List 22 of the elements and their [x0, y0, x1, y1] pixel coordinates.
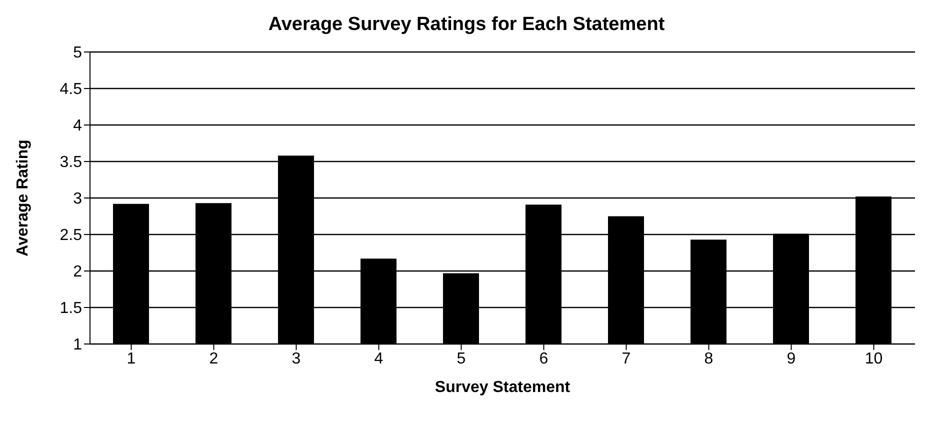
chart-title: Average Survey Ratings for Each Statement: [267, 14, 666, 37]
x-tick-label: 9: [786, 350, 796, 368]
x-tick-label: 6: [539, 350, 548, 368]
x-axis-title: Survey Statement: [434, 379, 571, 396]
x-tick-label: 5: [456, 350, 466, 368]
y-tick-label: 3.5: [60, 154, 82, 172]
y-tick-label: 1.5: [60, 300, 82, 318]
y-tick-label: 2.5: [60, 227, 82, 244]
x-tick-label: 7: [622, 350, 631, 368]
x-tick-label: 4: [374, 350, 384, 368]
x-tick-label: 8: [704, 350, 714, 368]
y-tick-label: 2: [73, 264, 82, 281]
y-tick-label: 4.5: [60, 81, 82, 98]
y-tick-label: 1: [73, 336, 82, 354]
x-tick-label: 10: [864, 350, 883, 368]
x-tick-label: 2: [209, 350, 218, 368]
x-tick-label: 1: [126, 350, 136, 368]
x-tick-label: 3: [292, 350, 301, 368]
y-tick-label: 5: [73, 44, 82, 62]
y-axis-title: Average Rating: [14, 140, 32, 256]
y-tick-label: 4: [73, 118, 82, 135]
y-tick-label: 3: [73, 190, 82, 208]
